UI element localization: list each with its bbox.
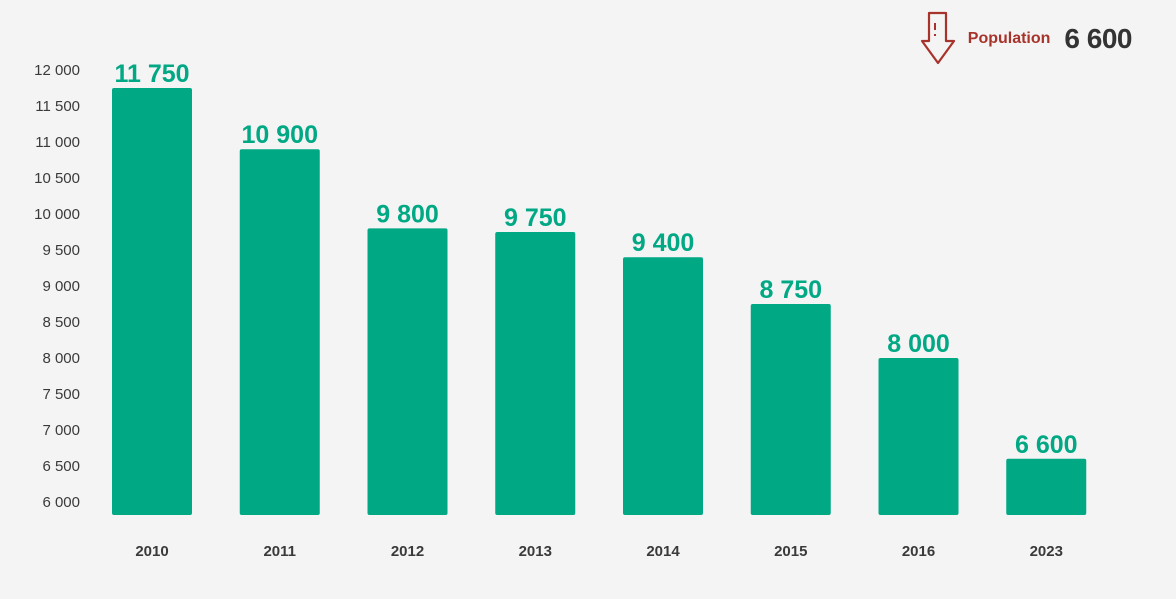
x-tick-label-2010: 2010: [135, 543, 168, 560]
y-tick-label: 9 500: [42, 242, 80, 259]
bar-2011: [239, 149, 320, 515]
bar-2013: [495, 232, 576, 515]
y-tick-label: 10 500: [34, 170, 80, 187]
x-tick-label-2016: 2016: [902, 543, 935, 560]
legend-label: Population: [967, 30, 1051, 47]
x-tick-label-2023: 2023: [1030, 543, 1063, 560]
bar-2015: [750, 304, 831, 515]
x-tick-label-2014: 2014: [646, 543, 680, 560]
y-tick-label: 6 500: [42, 458, 80, 475]
y-tick-label: 9 000: [42, 278, 80, 295]
bar-2016: [878, 358, 959, 515]
value-labels-group: 11 750 10 900 9 800 9 750 9 400 8 750 8 000 6 6…: [114, 60, 1077, 459]
y-tick-label: 10 000: [34, 206, 80, 223]
bar-2012: [367, 228, 448, 515]
arrow-down-icon: [920, 11, 955, 65]
x-tick-label-2011: 2011: [263, 543, 296, 560]
value-label-2016: 8 000: [887, 330, 950, 358]
y-tick-label: 8 000: [42, 350, 80, 367]
x-axis: 2010 2011 2012 2013 2014 2015 2016 2023: [135, 543, 1063, 560]
bar-2014: [623, 257, 703, 515]
bar-2023: [1006, 458, 1087, 515]
value-label-2012: 9 800: [376, 200, 439, 228]
value-label-2023: 6 600: [1015, 431, 1078, 459]
value-label-2013: 9 750: [504, 204, 567, 232]
value-label-2010: 11 750: [114, 60, 189, 88]
y-tick-label: 7 000: [42, 422, 80, 439]
value-label-2015: 8 750: [759, 276, 822, 304]
x-tick-label-2012: 2012: [391, 543, 424, 560]
y-tick-label: 7 500: [42, 386, 80, 403]
value-label-2014: 9 400: [632, 229, 695, 257]
y-tick-label: 6 000: [42, 494, 80, 511]
legend: Population 6 600: [920, 10, 1132, 68]
y-tick-label: 12 000: [34, 62, 80, 79]
y-tick-label: 8 500: [42, 314, 80, 331]
y-tick-label: 11 000: [35, 134, 80, 151]
y-tick-label: 11 500: [35, 98, 80, 115]
bar-2010: [112, 88, 192, 515]
value-label-2011: 10 900: [242, 121, 318, 149]
x-tick-label-2013: 2013: [519, 543, 552, 560]
x-tick-label-2015: 2015: [774, 543, 807, 560]
bars-group: [112, 88, 1087, 515]
y-axis: 6 000 6 500 7 000 7 500 8 000 8 500 9 000 9 500…: [34, 62, 80, 511]
legend-value: 6 600: [1064, 23, 1132, 54]
